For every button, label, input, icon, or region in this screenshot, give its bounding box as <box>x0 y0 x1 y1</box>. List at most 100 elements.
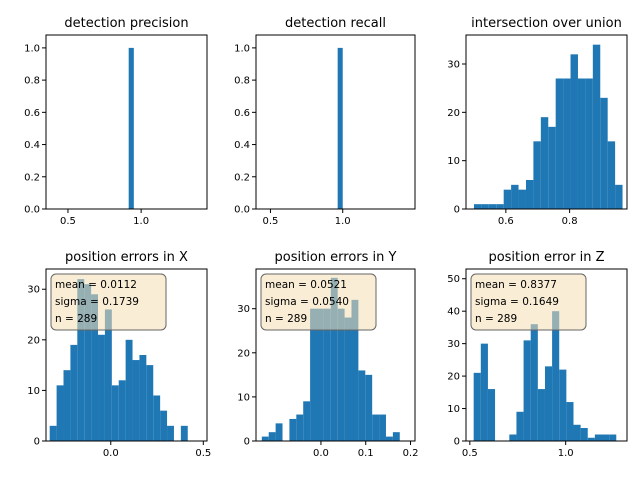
histogram-bar <box>337 308 345 441</box>
histogram-bar <box>530 324 538 441</box>
histogram-bar <box>365 374 373 441</box>
y-tick-label: 0.0 <box>24 205 40 216</box>
y-tick-label: 10 <box>447 404 460 415</box>
histogram-bar <box>70 344 78 441</box>
histogram-bar <box>570 54 578 210</box>
x-tick-label: 0.2 <box>403 448 419 459</box>
subplot-6: 0.5 1.0 0 10 20 30 40 50 position error in Z mean… <box>447 250 628 459</box>
histogram-bar <box>268 432 276 441</box>
histogram-bar <box>607 141 616 209</box>
x-tick-label: 0.5 <box>462 448 478 459</box>
subplot-4: 0.0 0.5 0 10 20 30 position errors in X mean = … <box>27 250 211 459</box>
histogram-bar <box>358 370 366 441</box>
histogram-bar <box>303 401 311 441</box>
subplot-3: 0.6 0.8 0 10 20 30 intersection over union <box>447 16 628 227</box>
subplot-title: position error in Z <box>488 250 604 265</box>
histogram-bar <box>385 436 393 441</box>
subplot-title: intersection over union <box>471 16 622 31</box>
x-tick-label: 0.5 <box>263 216 279 227</box>
stats-box <box>470 273 587 331</box>
stats-line: sigma = 0.0540 <box>265 296 349 308</box>
stats-line: mean = 0.8377 <box>475 279 557 291</box>
histogram-bar <box>84 284 92 441</box>
histogram-bar <box>63 370 71 441</box>
y-tick-label: 10 <box>27 386 40 397</box>
y-tick-label: 0 <box>34 437 40 448</box>
y-tick-label: 20 <box>447 108 460 119</box>
axes-frame <box>465 34 628 210</box>
histogram-bar <box>473 204 482 209</box>
histogram-bar <box>555 78 564 209</box>
histogram-bar <box>566 402 574 441</box>
stats-line: mean = 0.0112 <box>55 279 137 291</box>
histogram-bar <box>525 180 534 209</box>
histogram-bar <box>125 339 133 441</box>
histogram-bar <box>296 414 304 441</box>
y-tick-label: 20 <box>237 348 250 359</box>
histogram-bar <box>544 366 553 441</box>
stats-line: sigma = 0.1649 <box>475 296 559 308</box>
histogram-bar <box>118 380 126 441</box>
histogram-bar <box>609 434 617 441</box>
subplot-5: 0.0 0.1 0.2 0 10 20 30 position errors in Y mean… <box>237 250 418 459</box>
histogram-bar <box>128 47 134 210</box>
axes-frame <box>45 34 208 210</box>
y-tick-label: 0.8 <box>234 76 250 87</box>
axes-frame <box>45 268 208 442</box>
histogram-bar <box>540 117 549 209</box>
y-tick-label: 20 <box>27 335 40 346</box>
subplot-2: 0.5 1.0 0.0 0.2 0.4 0.6 0.8 1.0 detection recall <box>234 16 416 227</box>
x-tick-label: 0.8 <box>562 216 578 227</box>
y-tick-label: 0.0 <box>234 205 250 216</box>
histogram-bar <box>310 308 318 441</box>
histogram-bar <box>167 425 174 441</box>
histogram-bar <box>77 279 85 441</box>
histogram-bar <box>49 425 57 441</box>
histogram-bar <box>146 365 154 441</box>
histogram-bar <box>261 436 269 441</box>
histogram-bar <box>473 372 481 441</box>
histogram-bar <box>577 78 586 209</box>
histogram-bar <box>496 204 504 209</box>
subplot-title: detection precision <box>64 16 188 31</box>
x-tick-label: 1.0 <box>335 216 351 227</box>
histogram-bar <box>592 44 601 209</box>
y-tick-label: 30 <box>447 60 460 71</box>
stats-line: n = 289 <box>55 313 97 325</box>
histogram-bar <box>180 425 188 441</box>
histogram-bar <box>481 204 489 209</box>
histogram-bar <box>600 97 608 209</box>
histogram-bar <box>56 385 64 441</box>
x-tick-label: 0.1 <box>358 448 374 459</box>
x-tick-label: 0.5 <box>195 448 211 459</box>
histogram-bar <box>132 360 140 441</box>
histogram-bar <box>503 189 512 209</box>
histogram-bar <box>480 343 488 441</box>
y-tick-label: 0.4 <box>24 140 40 151</box>
x-tick-label: 0.0 <box>313 448 329 459</box>
y-tick-label: 20 <box>447 372 460 383</box>
histogram-bar <box>104 309 112 441</box>
histogram-bar <box>516 411 524 441</box>
histogram-bar <box>523 340 531 441</box>
histogram-bar <box>552 311 560 441</box>
axes-frame <box>465 268 628 442</box>
histogram-bar <box>111 385 119 441</box>
histogram-bar <box>533 141 541 209</box>
stats-box <box>260 273 377 331</box>
y-tick-label: 10 <box>237 392 250 403</box>
histogram-bar <box>594 434 603 441</box>
y-tick-label: 10 <box>447 156 460 167</box>
histogram-bar <box>602 434 610 441</box>
histogram-bar <box>379 414 386 441</box>
histogram-bar <box>509 434 517 441</box>
histogram-bar <box>511 184 519 209</box>
histogram-bar <box>91 294 99 441</box>
x-tick-label: 0.6 <box>498 216 514 227</box>
y-tick-label: 0.4 <box>234 140 250 151</box>
subplot-1: 0.5 1.0 0.0 0.2 0.4 0.6 0.8 1.0 detection precis… <box>24 16 208 227</box>
histogram-bar <box>275 423 283 441</box>
y-tick-label: 50 <box>447 274 460 285</box>
y-tick-label: 0 <box>454 205 460 216</box>
